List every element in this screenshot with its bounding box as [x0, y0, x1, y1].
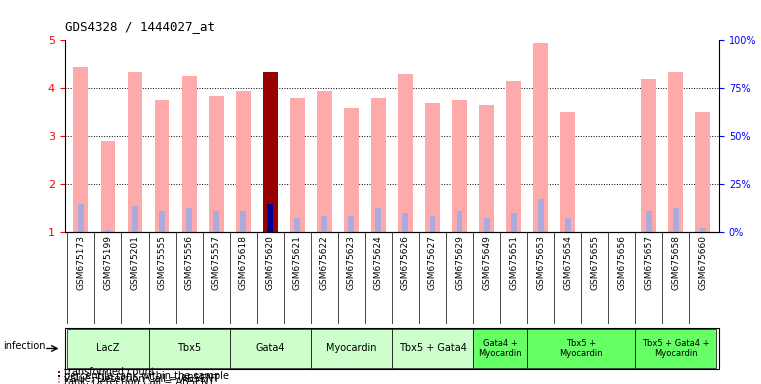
Text: GSM675651: GSM675651: [509, 235, 518, 290]
Text: Tbx5 +
Myocardin: Tbx5 + Myocardin: [559, 339, 603, 358]
Bar: [646, 211, 652, 232]
Bar: [209, 96, 224, 232]
Bar: [74, 67, 88, 232]
Bar: [321, 215, 327, 232]
Text: GSM675649: GSM675649: [482, 235, 491, 290]
Bar: [403, 213, 409, 232]
Text: GSM675653: GSM675653: [537, 235, 545, 290]
Text: GSM675626: GSM675626: [401, 235, 410, 290]
Text: Myocardin: Myocardin: [326, 343, 377, 354]
Bar: [128, 71, 142, 232]
Bar: [538, 199, 543, 232]
Bar: [213, 211, 219, 232]
Text: Tbx5: Tbx5: [177, 343, 201, 354]
Text: GSM675655: GSM675655: [591, 235, 599, 290]
Bar: [148, 329, 230, 368]
Bar: [457, 211, 463, 232]
Bar: [132, 206, 138, 232]
Bar: [295, 218, 301, 232]
Text: GSM675654: GSM675654: [563, 235, 572, 290]
Text: GDS4328 / 1444027_at: GDS4328 / 1444027_at: [65, 20, 215, 33]
Bar: [479, 105, 494, 232]
Bar: [700, 227, 706, 232]
Text: value, Detection Call = ABSENT: value, Detection Call = ABSENT: [64, 374, 219, 384]
Bar: [263, 71, 278, 232]
Bar: [483, 218, 489, 232]
Text: transformed count: transformed count: [64, 367, 154, 377]
Text: GSM675620: GSM675620: [266, 235, 275, 290]
Text: LacZ: LacZ: [96, 343, 119, 354]
Text: GSM675629: GSM675629: [455, 235, 464, 290]
Text: GSM675557: GSM675557: [212, 235, 221, 290]
Text: GSM675656: GSM675656: [617, 235, 626, 290]
Bar: [696, 112, 710, 232]
Text: GSM675173: GSM675173: [76, 235, 85, 290]
Text: GSM675627: GSM675627: [428, 235, 437, 290]
Bar: [317, 91, 332, 232]
Bar: [68, 329, 148, 368]
Bar: [344, 108, 358, 232]
Text: rank, Detection Call = ABSENT: rank, Detection Call = ABSENT: [64, 377, 214, 384]
Bar: [375, 208, 381, 232]
Bar: [533, 43, 548, 232]
Bar: [236, 91, 250, 232]
Bar: [560, 112, 575, 232]
Bar: [398, 74, 413, 232]
Bar: [673, 208, 679, 232]
Bar: [58, 381, 60, 383]
Text: GSM675201: GSM675201: [130, 235, 139, 290]
Bar: [100, 141, 116, 232]
Bar: [78, 204, 84, 232]
Bar: [429, 215, 435, 232]
Bar: [263, 71, 278, 232]
Bar: [230, 329, 310, 368]
Bar: [58, 375, 60, 377]
Bar: [240, 211, 246, 232]
Text: GSM675624: GSM675624: [374, 235, 383, 290]
Bar: [58, 378, 60, 380]
Bar: [349, 215, 355, 232]
Bar: [473, 329, 527, 368]
Text: GSM675199: GSM675199: [103, 235, 113, 290]
Text: percentile rank within the sample: percentile rank within the sample: [64, 371, 229, 381]
Bar: [182, 76, 196, 232]
Text: GSM675660: GSM675660: [699, 235, 708, 290]
Bar: [290, 98, 304, 232]
Bar: [267, 204, 273, 232]
Text: GSM675623: GSM675623: [347, 235, 356, 290]
Text: Gata4: Gata4: [256, 343, 285, 354]
Bar: [668, 71, 683, 232]
Bar: [186, 208, 192, 232]
Bar: [425, 103, 440, 232]
Bar: [565, 218, 571, 232]
Bar: [635, 329, 716, 368]
Text: infection: infection: [3, 341, 46, 351]
Bar: [154, 100, 170, 232]
Bar: [105, 230, 111, 232]
Text: Tbx5 + Gata4: Tbx5 + Gata4: [399, 343, 466, 354]
Text: Gata4 +
Myocardin: Gata4 + Myocardin: [478, 339, 522, 358]
Bar: [642, 79, 656, 232]
Bar: [267, 204, 273, 232]
Text: Tbx5 + Gata4 +
Myocardin: Tbx5 + Gata4 + Myocardin: [642, 339, 709, 358]
Bar: [511, 213, 517, 232]
Text: GSM675618: GSM675618: [239, 235, 247, 290]
Bar: [159, 211, 165, 232]
Text: GSM675556: GSM675556: [185, 235, 193, 290]
Bar: [371, 98, 386, 232]
Bar: [392, 329, 473, 368]
Bar: [310, 329, 392, 368]
Bar: [452, 100, 467, 232]
Bar: [58, 371, 60, 373]
Text: GSM675657: GSM675657: [645, 235, 654, 290]
Text: GSM675621: GSM675621: [293, 235, 302, 290]
Bar: [506, 81, 521, 232]
Text: GSM675622: GSM675622: [320, 235, 329, 290]
Text: GSM675555: GSM675555: [158, 235, 167, 290]
Text: GSM675658: GSM675658: [671, 235, 680, 290]
Bar: [527, 329, 635, 368]
